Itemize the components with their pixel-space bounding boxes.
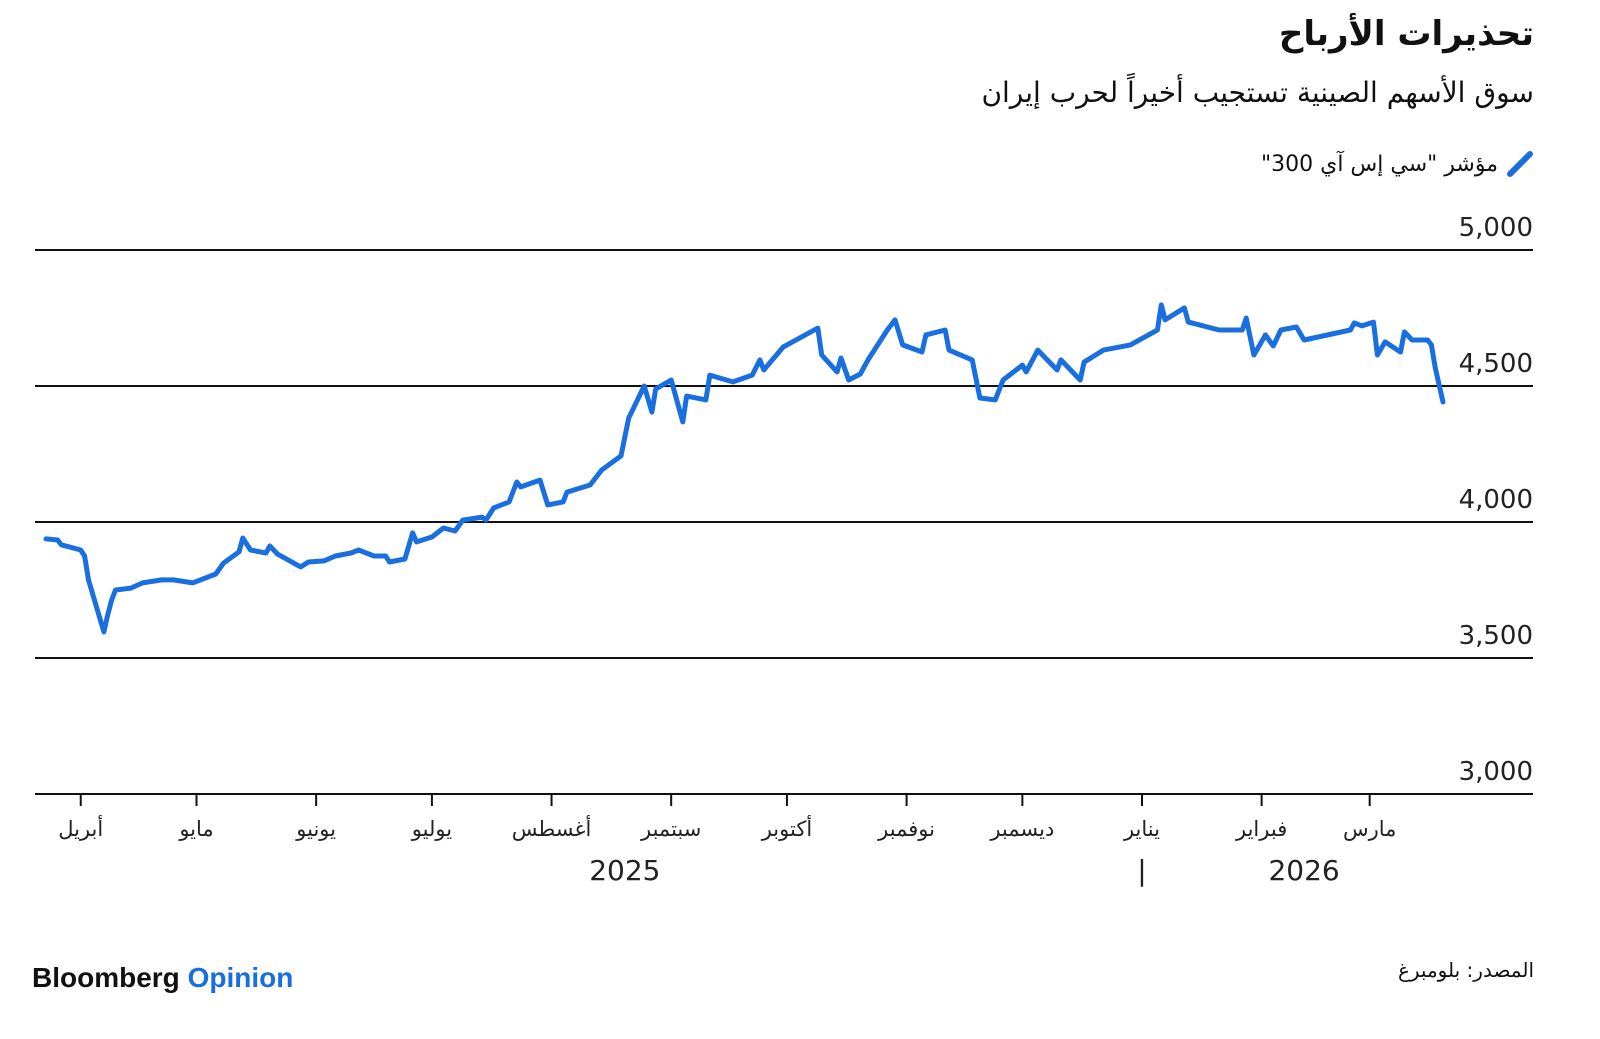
x-tick-label: يوليو xyxy=(411,817,452,841)
bloomberg-opinion-logo: Bloomberg Opinion xyxy=(32,962,293,994)
brand-main: Bloomberg xyxy=(32,962,180,993)
x-tick-label: ديسمبر xyxy=(989,817,1054,841)
source-note: المصدر: بلومبرغ xyxy=(1397,958,1534,982)
y-tick-label: 4,000 xyxy=(1459,485,1533,515)
series-line xyxy=(43,302,1446,635)
x-tick-label: أبريل xyxy=(58,815,103,841)
chart-title: تحذيرات الأرباح xyxy=(1278,14,1534,54)
legend-swatch-icon xyxy=(1507,151,1533,177)
year-label: 2025 xyxy=(589,854,660,887)
legend: مؤشر "سي إس آي 300" xyxy=(1261,150,1534,178)
x-tick-label: أكتوبر xyxy=(761,815,812,841)
legend-label: مؤشر "سي إس آي 300" xyxy=(1260,151,1498,177)
y-tick-label: 5,000 xyxy=(1459,213,1533,243)
x-tick-label: نوفمبر xyxy=(877,817,935,841)
x-tick-label: سبتمبر xyxy=(640,817,701,841)
x-tick-label: يناير xyxy=(1123,817,1160,841)
x-tick-label: يونيو xyxy=(295,817,336,841)
x-tick-label: أغسطس xyxy=(512,815,592,841)
x-tick-label: مايو xyxy=(178,817,213,841)
x-tick-label: مارس xyxy=(1343,817,1396,841)
y-tick-label: 3,000 xyxy=(1459,757,1533,787)
brand-accent: Opinion xyxy=(187,962,294,993)
year-separator: | xyxy=(1137,854,1146,887)
chart-subtitle: سوق الأسهم الصينية تستجيب أخيراً لحرب إي… xyxy=(981,76,1534,109)
y-tick-label: 4,500 xyxy=(1459,349,1533,379)
x-tick-label: فبراير xyxy=(1235,817,1287,841)
y-tick-label: 3,500 xyxy=(1459,621,1533,651)
year-label: 2026 xyxy=(1268,854,1339,887)
